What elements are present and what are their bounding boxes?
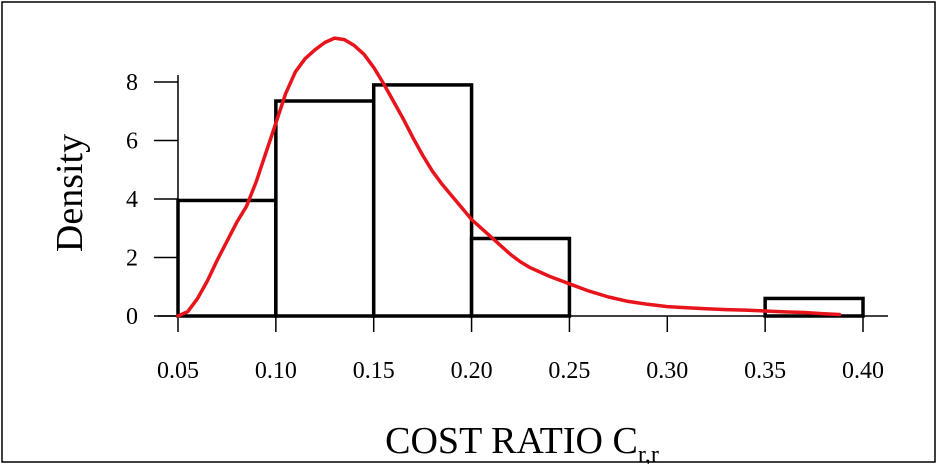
y-tick-label: 0: [126, 304, 138, 330]
y-tick-label: 2: [126, 246, 138, 272]
y-axis-title: Density: [49, 134, 91, 252]
y-tick-label: 8: [126, 70, 138, 96]
density-curve-layer: [176, 36, 842, 318]
axes: [154, 75, 888, 332]
y-tick-label: 6: [126, 129, 138, 155]
x-axis-title-main: COST RATIO C: [385, 420, 638, 462]
tick-labels: 0.05 0.10 0.15 0.20 0.25 0.30 0.35 0.40 0 2 4 6 8: [126, 70, 884, 384]
x-tick-label: 0.15: [353, 358, 395, 384]
histogram-bar: [176, 198, 278, 318]
density-curve: [176, 36, 842, 318]
x-tick-label: 0.35: [744, 358, 786, 384]
x-tick-label: 0.20: [451, 358, 493, 384]
histogram-bar: [274, 99, 376, 318]
x-tick-label: 0.30: [646, 358, 688, 384]
x-tick-label: 0.10: [255, 358, 297, 384]
x-tick-label: 0.40: [842, 358, 884, 384]
y-tick-label: 4: [126, 187, 138, 213]
x-axis-title: COST RATIO Cr,r: [385, 420, 659, 464]
x-axis-title-subscript: r,r: [638, 442, 659, 464]
x-tick-label: 0.25: [548, 358, 590, 384]
x-tick-label: 0.05: [157, 358, 199, 384]
